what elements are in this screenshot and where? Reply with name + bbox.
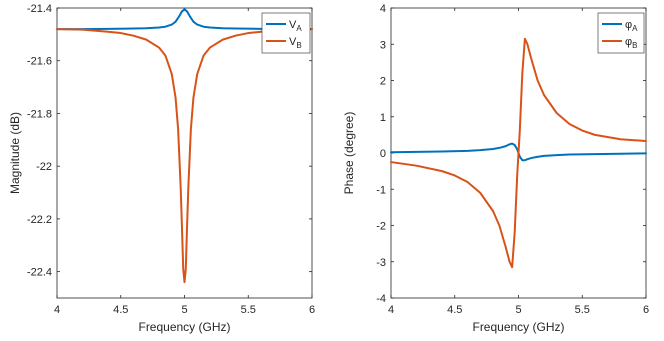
- legend-label-subscript: A: [632, 24, 638, 33]
- series-line-b: [390, 37, 647, 269]
- y-axis-label: Phase (degree): [342, 112, 356, 195]
- x-tick-label: 5: [181, 304, 187, 316]
- y-tick-label: 3: [380, 39, 386, 51]
- y-tick-label: -21.4: [27, 3, 52, 15]
- y-axis-label: Magnitude (dB): [8, 112, 22, 194]
- legend-label-subscript: A: [296, 24, 302, 33]
- y-tick-label: 2: [380, 76, 386, 88]
- legend-label: VB: [289, 36, 302, 50]
- y-tick-label: -2: [376, 221, 386, 233]
- y-tick-label: -1: [376, 184, 386, 196]
- x-tick-label: 5: [515, 304, 521, 316]
- series-line-b: [56, 28, 313, 284]
- y-tick-label: -22.2: [27, 214, 52, 226]
- y-tick-label: 0: [380, 148, 386, 160]
- x-tick-label: 6: [643, 304, 649, 316]
- legend-label-main: V: [289, 36, 297, 48]
- y-tick-label: -3: [376, 257, 386, 269]
- x-tick-label: 4.5: [113, 304, 128, 316]
- legend-label: φA: [625, 19, 638, 33]
- x-tick-label: 4: [54, 304, 60, 316]
- x-axis-label: Frequency (GHz): [472, 320, 564, 334]
- plot-area: [56, 7, 313, 299]
- legend-label: φB: [625, 36, 637, 50]
- x-tick-label: 5.5: [241, 304, 256, 316]
- x-axis-label: Frequency (GHz): [138, 320, 230, 334]
- y-tick-label: -21.6: [27, 56, 52, 68]
- x-tick-label: 6: [309, 304, 315, 316]
- legend-label: VA: [289, 19, 302, 33]
- series-line-a: [56, 8, 313, 31]
- x-tick-label: 5.5: [575, 304, 590, 316]
- legend-label-main: φ: [625, 36, 632, 48]
- y-tick-label: -21.8: [27, 108, 52, 120]
- legend-box: [597, 12, 645, 54]
- y-tick-label: 1: [380, 112, 386, 124]
- phase-panel: 4 4.5 5 5.5 6 -4 -3 -2 -1 0 1 2 3 4 Frequency (GHz) Pha…: [342, 3, 649, 334]
- legend-label-main: V: [289, 19, 297, 31]
- x-tick-label: 4: [388, 304, 394, 316]
- x-tick-label: 4.5: [447, 304, 462, 316]
- legend-label-main: φ: [625, 19, 632, 31]
- y-tick-label: -22.4: [27, 267, 52, 279]
- legend-label-subscript: B: [632, 41, 637, 50]
- magnitude-panel: 4 4.5 5 5.5 6 -22.4 -22.2 -22 -21.8 -21.6 -21.4 Fre…: [8, 3, 315, 334]
- legend-box: [261, 12, 311, 54]
- y-tick-label: 4: [380, 3, 386, 15]
- y-tick-label: -22: [36, 161, 52, 173]
- legend-label-subscript: B: [296, 41, 301, 50]
- y-tick-label: -4: [376, 293, 386, 305]
